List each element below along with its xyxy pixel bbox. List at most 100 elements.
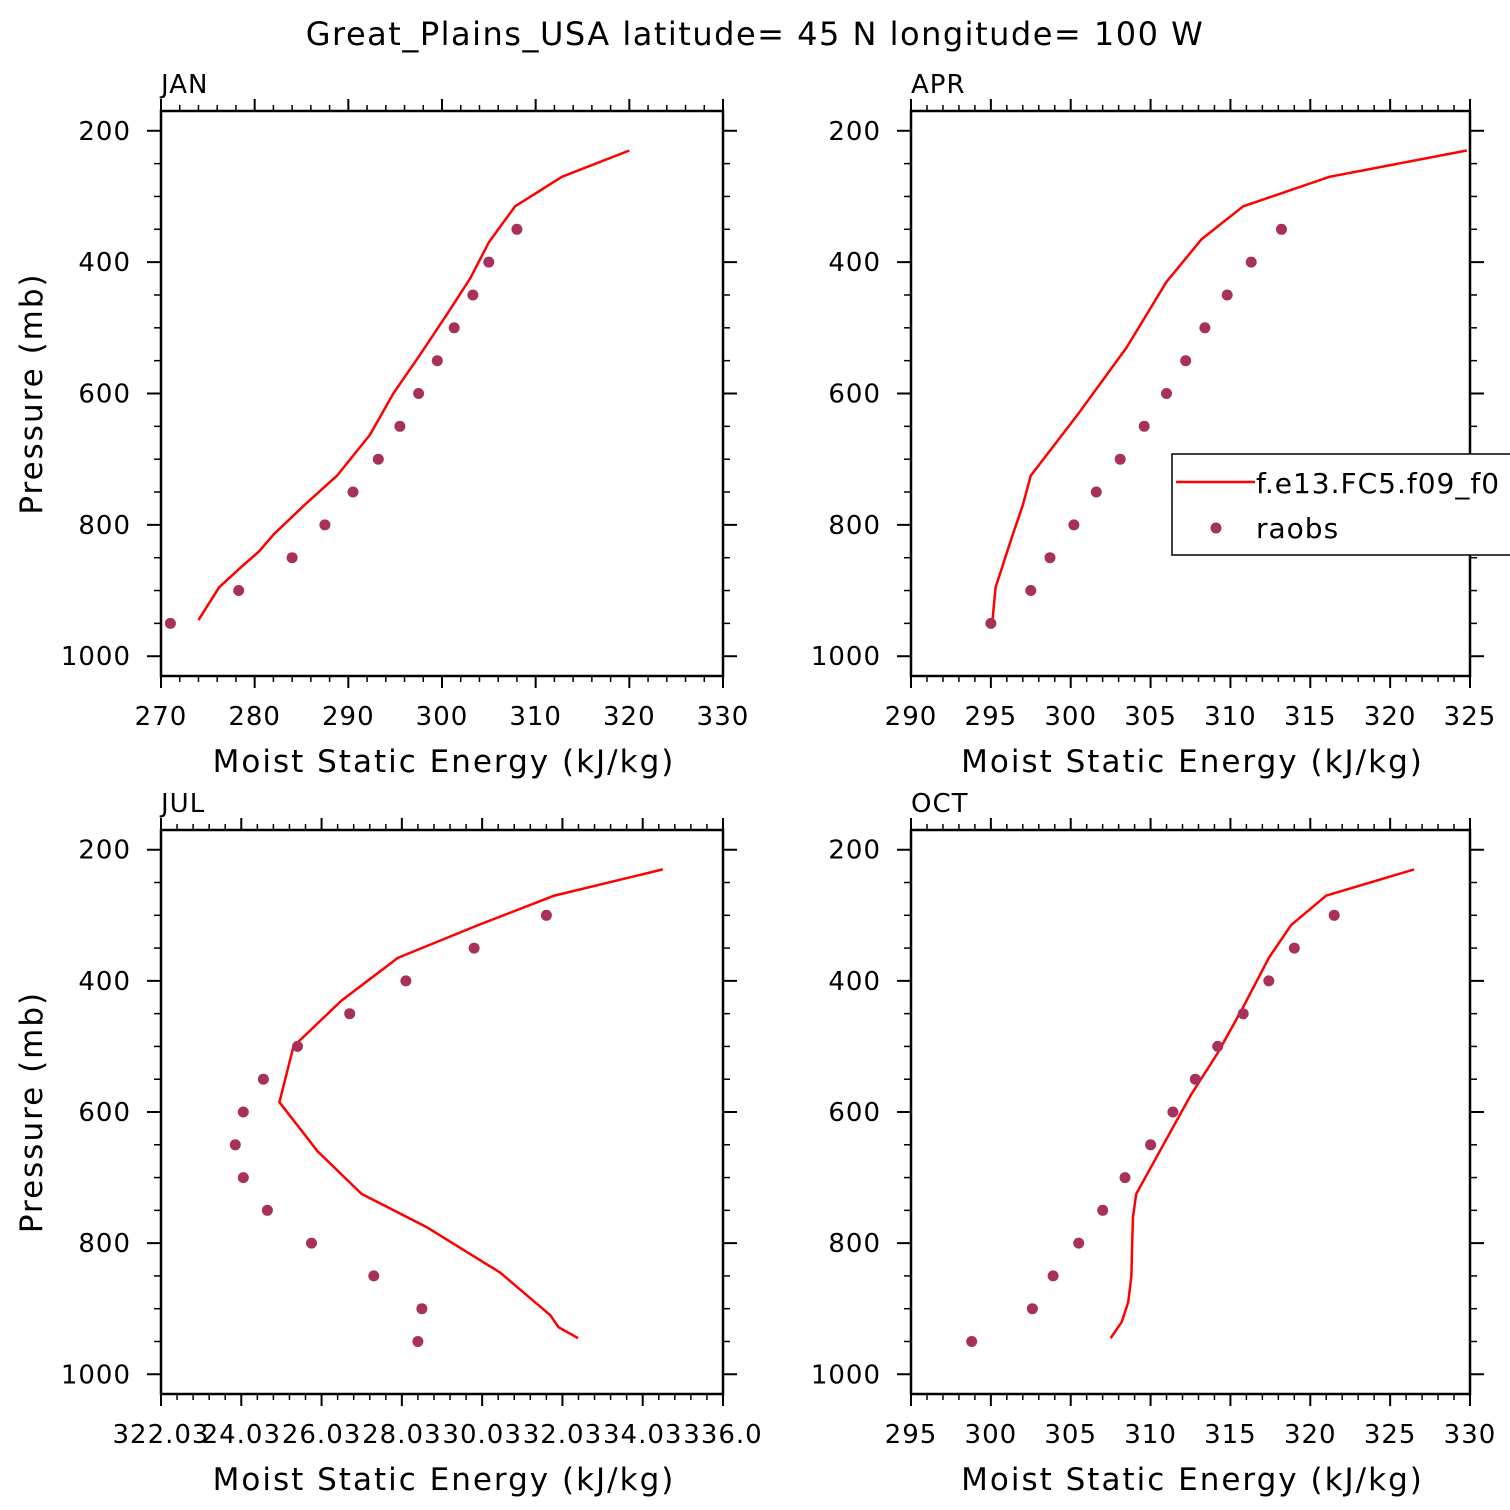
- x-tick-label: 300: [416, 702, 469, 732]
- raobs-point: [412, 1336, 424, 1347]
- x-axis-label: Moist Static Energy (kJ/kg): [961, 1462, 1424, 1498]
- raobs-point: [1138, 420, 1150, 432]
- raobs-point: [1237, 1008, 1249, 1020]
- raobs-point: [467, 289, 479, 301]
- y-tick-label: 1000: [811, 642, 881, 672]
- raobs-point: [431, 355, 443, 367]
- raobs-point: [1328, 909, 1340, 921]
- raobs-point: [1263, 975, 1275, 987]
- x-tick-label: 24.03: [202, 1420, 281, 1450]
- y-tick-label: 200: [78, 117, 131, 147]
- y-tick-label: 400: [78, 248, 131, 278]
- y-tick-label: 200: [828, 836, 881, 866]
- raobs-point: [1026, 1303, 1038, 1315]
- y-axis-label: Pressure (mb): [14, 272, 50, 514]
- raobs-point: [1199, 322, 1211, 334]
- y-tick-label: 600: [78, 380, 131, 410]
- y-tick-label: 600: [828, 1098, 881, 1128]
- legend: f.e13.FC5.f09_f0 raobs: [1171, 453, 1510, 556]
- raobs-point: [966, 1336, 978, 1347]
- raobs-point: [1068, 519, 1080, 531]
- raobs-point: [1025, 585, 1037, 596]
- panel-data: [164, 149, 630, 629]
- x-tick-label: 325: [1364, 1420, 1417, 1450]
- panel-label-oct: OCT: [911, 789, 969, 819]
- panel-label-jul: JUL: [159, 789, 205, 819]
- x-tick-label: 310: [1124, 1420, 1177, 1450]
- raobs-point: [1145, 1139, 1157, 1151]
- y-tick-label: 600: [78, 1098, 131, 1128]
- x-tick-label: 305: [1124, 702, 1177, 732]
- y-tick-label: 400: [828, 967, 881, 997]
- x-tick-label: 26.03: [282, 1420, 361, 1450]
- raobs-point: [511, 223, 523, 235]
- y-tick-label: 1000: [61, 642, 131, 672]
- raobs-point: [1189, 1073, 1201, 1085]
- x-tick-label: 315: [1204, 1420, 1257, 1450]
- model-profile-line: [1109, 868, 1415, 1339]
- x-tick-label: 300: [1044, 702, 1097, 732]
- x-tick-label: 295: [885, 1420, 938, 1450]
- figure-title: Great_Plains_USA latitude= 45 N longitud…: [306, 15, 1205, 53]
- panel-data: [966, 868, 1415, 1347]
- raobs-point: [400, 975, 412, 987]
- raobs-point: [1044, 552, 1056, 564]
- raobs-point: [1090, 486, 1102, 498]
- x-tick-label: 330: [697, 702, 750, 732]
- raobs-point: [1161, 388, 1172, 399]
- raobs-point: [448, 322, 460, 334]
- y-tick-label: 1000: [61, 1360, 131, 1390]
- raobs-point: [257, 1073, 269, 1085]
- raobs-point: [1047, 1270, 1059, 1282]
- raobs-point: [164, 617, 176, 629]
- legend-obs-label: raobs: [1256, 512, 1339, 545]
- raobs-point: [1288, 942, 1300, 954]
- panel-jan: 270 280 290 300 310 320 330 200 400 600 800 1000 JAN…: [14, 70, 750, 780]
- raobs-point: [344, 1008, 356, 1020]
- x-tick-label: 290: [885, 702, 938, 732]
- raobs-point: [985, 617, 997, 629]
- raobs-point: [237, 1106, 249, 1118]
- raobs-point: [368, 1270, 380, 1282]
- x-tick-label: 30.03: [442, 1420, 521, 1450]
- x-tick-label: 295: [965, 702, 1018, 732]
- raobs-point: [261, 1204, 273, 1216]
- y-tick-label: 800: [828, 1229, 881, 1259]
- x-tick-label: 320: [1364, 702, 1417, 732]
- y-tick-label: 800: [78, 511, 131, 541]
- panel-apr: 290 295 300 305 310 315 320 325 200 400 600 800 1000…: [811, 70, 1497, 780]
- x-tick-label: 300: [965, 1420, 1018, 1450]
- raobs-point: [319, 519, 331, 531]
- y-tick-label: 200: [828, 117, 881, 147]
- raobs-point: [1119, 1172, 1131, 1184]
- legend-obs-marker: [1210, 522, 1222, 534]
- x-tick-label: 305: [1044, 1420, 1097, 1450]
- y-tick-label: 800: [78, 1229, 131, 1259]
- raobs-point: [1245, 256, 1257, 268]
- x-tick-label: 34.03: [603, 1420, 682, 1450]
- panel-label-apr: APR: [911, 70, 966, 100]
- raobs-point: [1114, 453, 1126, 465]
- legend-model-label: f.e13.FC5.f09_f0: [1256, 467, 1500, 500]
- y-tick-label: 400: [78, 967, 131, 997]
- x-tick-label: 32.03: [523, 1420, 602, 1450]
- panel-data: [229, 868, 664, 1347]
- x-tick-label: 280: [228, 702, 281, 732]
- x-axis-label: Moist Static Energy (kJ/kg): [213, 744, 676, 780]
- x-tick-label: 325: [1444, 702, 1497, 732]
- panel-label-jan: JAN: [159, 70, 208, 100]
- raobs-point: [416, 1303, 428, 1315]
- panel-oct: 295 300 305 310 315 320 325 330 200 400 600 800 1000…: [811, 789, 1495, 1498]
- y-tick-label: 200: [78, 836, 131, 866]
- raobs-point: [286, 552, 298, 564]
- raobs-point: [1073, 1237, 1085, 1249]
- x-tick-label: 320: [1284, 1420, 1337, 1450]
- raobs-point: [1097, 1204, 1109, 1216]
- x-tick-label: 322.03: [113, 1420, 210, 1450]
- raobs-point: [233, 585, 245, 596]
- raobs-point: [292, 1040, 303, 1052]
- raobs-point: [1276, 223, 1287, 235]
- raobs-point: [468, 942, 480, 954]
